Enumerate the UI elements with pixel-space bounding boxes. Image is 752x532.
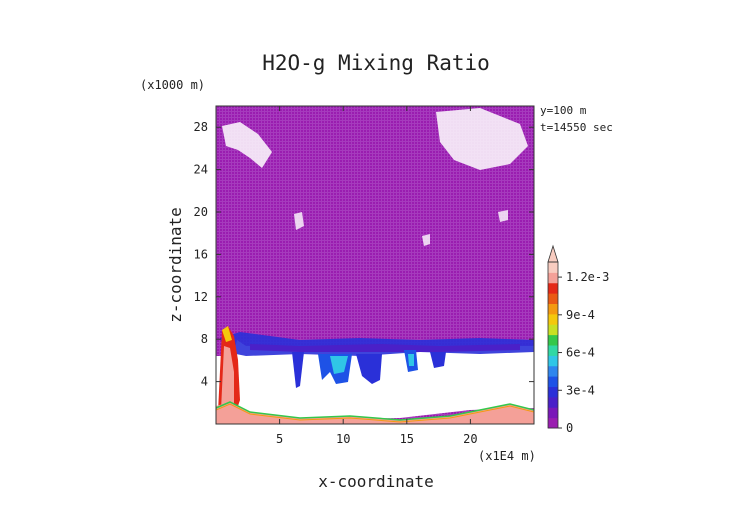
colorbar-tick-label: 3e-4 <box>566 383 595 397</box>
plot-frame <box>215 105 535 425</box>
moist-band-core <box>250 344 520 352</box>
colorbar-segment <box>548 345 558 356</box>
moist-tower-top <box>222 326 232 342</box>
upper-patch-left <box>222 122 272 168</box>
y-tick-label: 16 <box>194 247 208 261</box>
moist-plume-3 <box>356 354 382 384</box>
y-tick-label: 20 <box>194 205 208 219</box>
y-tick-label: 8 <box>201 332 208 346</box>
y-tick-label: 24 <box>194 163 208 177</box>
annotation-y: y=100 m <box>540 104 587 117</box>
x-axis-label: x-coordinate <box>318 472 434 491</box>
moist-plume-1 <box>292 352 304 388</box>
moist-plume-2-core <box>330 356 348 374</box>
colorbar-segment <box>548 396 558 408</box>
y-tick-label: 28 <box>194 120 208 134</box>
colorbar-segment <box>548 407 558 419</box>
colorbar-tick-label: 6e-4 <box>566 346 595 360</box>
colorbar-segment <box>548 334 558 346</box>
colorbar-segment <box>548 282 558 294</box>
colorbar-segment <box>548 355 558 367</box>
y-axis-label: z-coordinate <box>166 207 185 323</box>
colorbar-segment <box>548 365 558 377</box>
colorbar-segment <box>548 386 558 398</box>
colorbar-segment <box>548 313 558 325</box>
moist-plume-4-core <box>408 354 414 366</box>
moist-tower-core <box>221 346 234 410</box>
upper-patch-right <box>436 108 528 170</box>
y-tick-label: 12 <box>194 290 208 304</box>
colorbar-segment <box>548 417 558 429</box>
x-ticks: 5 10 15 20 <box>276 106 478 446</box>
x-tick-label: 10 <box>336 432 350 446</box>
colorbar-segment <box>548 293 558 304</box>
y-tick-label: 4 <box>201 375 208 389</box>
colorbar-segment <box>548 272 558 284</box>
x-tick-label: 15 <box>400 432 414 446</box>
colorbar-segment <box>548 303 558 315</box>
chart-title: H2O-g Mixing Ratio <box>262 51 490 75</box>
x-tick-label: 5 <box>276 432 283 446</box>
upper-patch-small-1 <box>294 212 304 230</box>
colorbar-frame <box>547 261 559 429</box>
moist-plume-5 <box>430 352 446 368</box>
x-tick-label: 20 <box>463 432 477 446</box>
colorbar-tick-label: 0 <box>566 421 573 435</box>
colorbar-tick-label: 9e-4 <box>566 308 595 322</box>
colorbar-tick-label: 1.2e-3 <box>566 270 609 284</box>
colorbar-segment <box>548 262 558 273</box>
surface-moist-layer <box>216 402 534 424</box>
surface-contour-green <box>216 401 534 421</box>
y-ticks: 4 8 12 16 20 24 28 <box>194 120 534 389</box>
colorbar-arrow <box>547 244 559 263</box>
colorbar-segment <box>548 376 558 387</box>
colorbar: 0 3e-4 6e-4 9e-4 1.2e-3 <box>547 244 609 435</box>
x-unit-label: (x1E4 m) <box>478 449 536 463</box>
upper-patch-small-2 <box>422 234 430 246</box>
upper-patch-small-3 <box>498 210 508 222</box>
y-unit-label: (x1000 m) <box>140 78 205 92</box>
annotation-time: t=14550 sec <box>540 121 613 134</box>
heatmap-field <box>216 106 534 424</box>
surface-contour-orange <box>216 403 534 423</box>
colorbar-segment <box>548 324 558 336</box>
